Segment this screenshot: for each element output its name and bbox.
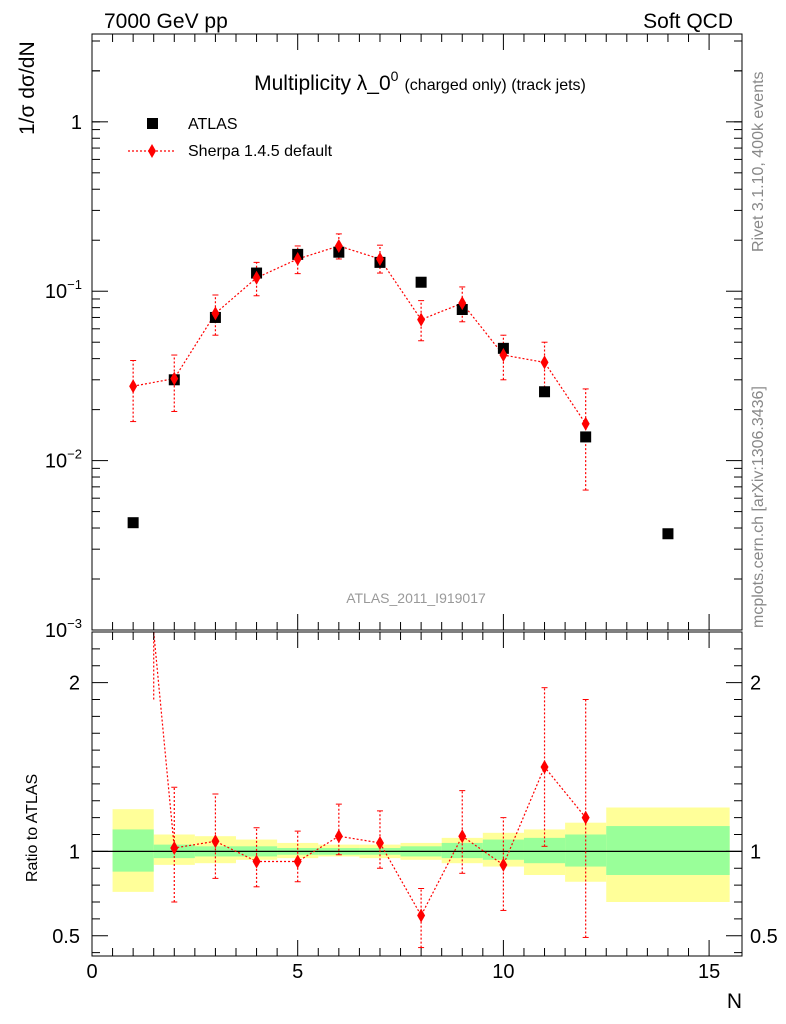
main-y-tick-label-base: 10 (45, 451, 67, 473)
ratio-sherpa-point (293, 854, 302, 869)
x-tick-label: 0 (86, 961, 97, 983)
main-plot-content (127, 233, 674, 540)
ratio-sherpa-point (458, 829, 467, 844)
rivet-label: Rivet 3.1.10, 400k events (750, 71, 767, 252)
sherpa-line (133, 245, 587, 425)
ratio-sherpa-point (417, 908, 426, 923)
plot-title-main: Multiplicity λ_0 (254, 72, 391, 95)
atlas-point (662, 528, 674, 540)
sherpa-point (581, 416, 590, 431)
ratio-frame (91, 631, 743, 957)
sherpa-point (211, 306, 220, 321)
plot-title-sup: 0 (391, 68, 399, 84)
ratio-y-axis-label: Ratio to ATLAS (24, 774, 41, 882)
legend-atlas-label: ATLAS (188, 116, 238, 133)
main-y-tick-label-base: 10 (45, 281, 67, 303)
main-panel: 110−110−210−3 Multiplicity λ_00(charged … (16, 33, 743, 642)
ratio-sherpa-point (581, 810, 590, 825)
ratio-sherpa-line (153, 631, 587, 917)
category-label: Soft QCD (643, 10, 733, 33)
ratio-sherpa-point (499, 857, 508, 872)
energy-label: 7000 GeV pp (104, 10, 228, 33)
ratio-y-tick-label: 0.5 (52, 926, 80, 948)
sherpa-point (129, 379, 138, 394)
main-y-tick-label: 10−2 (45, 447, 82, 473)
main-y-tick-label-exp: −3 (67, 616, 82, 631)
sherpa-point (293, 251, 302, 266)
stat-uncertainty-band (441, 842, 483, 859)
main-y-tick-label: 10−3 (45, 616, 82, 642)
legend-atlas-marker (147, 118, 158, 129)
x-tick-label: 15 (698, 961, 720, 983)
sherpa-point (334, 238, 343, 253)
atlas-point (127, 517, 139, 529)
sherpa-point (375, 251, 384, 266)
ratio-y-tick-label-right: 2 (750, 673, 761, 695)
plot-title: Multiplicity λ_00 (charged only) (track j… (254, 68, 586, 95)
legend: ATLAS Sherpa 1.4.5 default (128, 116, 333, 160)
atlas-point (539, 386, 551, 398)
main-y-tick-label: 1 (71, 112, 82, 134)
sherpa-point (499, 348, 508, 363)
ratio-y-tick-label: 1 (69, 841, 80, 863)
stat-uncertainty-band (112, 829, 154, 872)
ratio-sherpa-point (211, 834, 220, 849)
sherpa-point (252, 270, 261, 285)
ratio-sherpa-point (252, 854, 261, 869)
atlas-point (580, 431, 592, 443)
main-y-axis-label: 1/σ dσ/dN (16, 41, 39, 135)
ratio-sherpa-point (375, 835, 384, 850)
main-ticks: 110−110−210−3 (45, 34, 742, 642)
plot-title-sub: (charged only) (track jets) (404, 77, 585, 94)
sherpa-point (170, 371, 179, 386)
ratio-y-tick-label-right: 0.5 (750, 926, 778, 948)
sherpa-point (417, 312, 426, 327)
analysis-watermark: ATLAS_2011_I919017 (346, 590, 486, 606)
atlas-point (415, 276, 427, 288)
stat-uncertainty-band (606, 826, 730, 875)
legend-sherpa-marker (148, 144, 156, 158)
legend-sherpa-label: Sherpa 1.4.5 default (188, 143, 333, 160)
stat-uncertainty-band (565, 834, 607, 867)
main-y-tick-label-base: 10 (45, 620, 67, 642)
x-tick-label: 10 (492, 961, 514, 983)
ratio-sherpa-point (540, 760, 549, 774)
ratio-panel: 0 5 10 15 2 2 1 1 0.5 0.5 Ratio to ATLAS N (24, 631, 778, 1013)
mcplots-label: mcplots.cern.ch [arXiv:1306.3436] (750, 386, 767, 628)
sherpa-point (458, 296, 467, 311)
x-tick-label: 5 (292, 961, 303, 983)
ratio-plot-content (92, 631, 742, 949)
ratio-sherpa-point (334, 829, 343, 844)
sherpa-point (540, 355, 549, 370)
ratio-y-tick-label-right: 1 (750, 841, 761, 863)
main-y-tick-label-base: 1 (71, 112, 82, 134)
ratio-sherpa-point (170, 841, 179, 855)
main-y-tick-label: 10−1 (45, 277, 82, 303)
main-frame (91, 33, 743, 631)
ratio-y-tick-label: 2 (69, 673, 80, 695)
x-axis-label: N (727, 990, 742, 1013)
main-y-tick-label-exp: −1 (67, 277, 82, 292)
ratio-ticks: 0 5 10 15 2 2 1 1 0.5 0.5 (52, 632, 778, 983)
main-y-tick-label-exp: −2 (67, 447, 82, 462)
